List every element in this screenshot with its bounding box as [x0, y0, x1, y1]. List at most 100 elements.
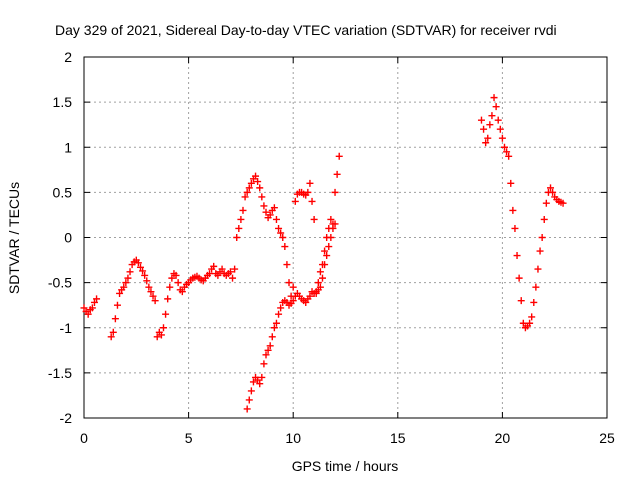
data-point [235, 224, 243, 232]
data-point [243, 188, 251, 196]
data-point [306, 292, 314, 300]
y-tick-labels: 2 1.5 1 0.5 0 -0.5 -1 -1.5 -2 [48, 49, 72, 426]
data-point [314, 279, 322, 287]
data-point [310, 215, 318, 223]
grid-lines [84, 57, 607, 418]
data-point [289, 283, 297, 291]
data-point [536, 247, 544, 255]
data-point [266, 211, 274, 219]
data-point [149, 292, 157, 300]
data-point [90, 298, 98, 306]
data-point [109, 328, 117, 336]
data-point [178, 288, 186, 296]
data-point [266, 342, 274, 350]
data-point [515, 274, 523, 282]
data-point [335, 152, 343, 160]
data-point [540, 215, 548, 223]
data-point [327, 215, 335, 223]
x-tick-label: 0 [80, 430, 88, 446]
data-point [321, 261, 329, 269]
data-point [141, 271, 149, 279]
x-tick-label: 10 [285, 430, 301, 446]
y-tick-label: -1 [60, 320, 73, 336]
data-point [159, 324, 167, 332]
data-point [126, 268, 134, 276]
data-point [116, 289, 124, 297]
data-point [241, 193, 249, 201]
data-point [162, 310, 170, 318]
data-point [559, 199, 567, 207]
data-point [139, 267, 147, 275]
y-tick-label: 0.5 [53, 184, 73, 200]
data-point [530, 298, 538, 306]
data-point [498, 134, 506, 142]
data-point [172, 271, 180, 279]
data-point [254, 178, 262, 186]
data-point [143, 277, 151, 285]
data-point [120, 283, 128, 291]
data-point [329, 224, 337, 232]
data-point [331, 188, 339, 196]
data-point [513, 252, 521, 260]
data-point [517, 297, 525, 305]
data-point [243, 405, 251, 413]
data-point [111, 315, 119, 323]
data-point [486, 121, 494, 129]
data-point [134, 259, 142, 267]
y-tick-label: -2 [60, 410, 73, 426]
data-point [505, 152, 513, 160]
data-point [488, 112, 496, 120]
data-point [285, 279, 293, 287]
data-point [260, 202, 268, 210]
data-point [327, 234, 335, 241]
data-point [492, 103, 500, 111]
x-tick-label: 5 [185, 430, 193, 446]
data-point [318, 274, 326, 282]
x-tick-label: 15 [390, 430, 406, 446]
data-point [275, 310, 283, 318]
y-tick-label: -0.5 [48, 275, 72, 291]
x-tick-label: 20 [495, 430, 511, 446]
data-point [260, 360, 268, 368]
data-point [258, 373, 266, 381]
data-point [291, 197, 299, 205]
data-point [256, 184, 264, 192]
data-point [304, 188, 312, 196]
data-point [325, 243, 333, 251]
y-tick-label: 1 [64, 139, 72, 155]
data-point [484, 134, 492, 142]
data-points [80, 94, 567, 413]
data-point [174, 279, 182, 287]
data-point [270, 204, 278, 212]
data-point [277, 229, 285, 237]
data-point [245, 396, 253, 404]
y-axis-title: SDTVAR / TECUs [6, 182, 22, 294]
data-point [308, 197, 316, 205]
data-point [306, 179, 314, 187]
data-point [262, 208, 270, 216]
data-point [80, 304, 88, 312]
data-point [538, 234, 546, 241]
data-point [331, 220, 339, 228]
data-point [321, 247, 329, 255]
data-point [147, 288, 155, 296]
data-point [249, 378, 257, 386]
data-point [275, 224, 283, 232]
data-point [490, 94, 498, 102]
data-point [164, 295, 172, 303]
data-point [526, 319, 534, 327]
data-point [534, 265, 542, 273]
data-point [547, 184, 555, 192]
x-tick-label: 25 [599, 430, 615, 446]
data-point [124, 274, 132, 282]
data-point [258, 193, 266, 201]
data-point [145, 283, 153, 291]
data-point [279, 234, 287, 241]
data-point [542, 199, 550, 207]
data-point [254, 376, 262, 384]
data-point [93, 295, 101, 303]
data-point [323, 252, 331, 260]
data-point [532, 283, 540, 291]
data-point [262, 351, 270, 359]
